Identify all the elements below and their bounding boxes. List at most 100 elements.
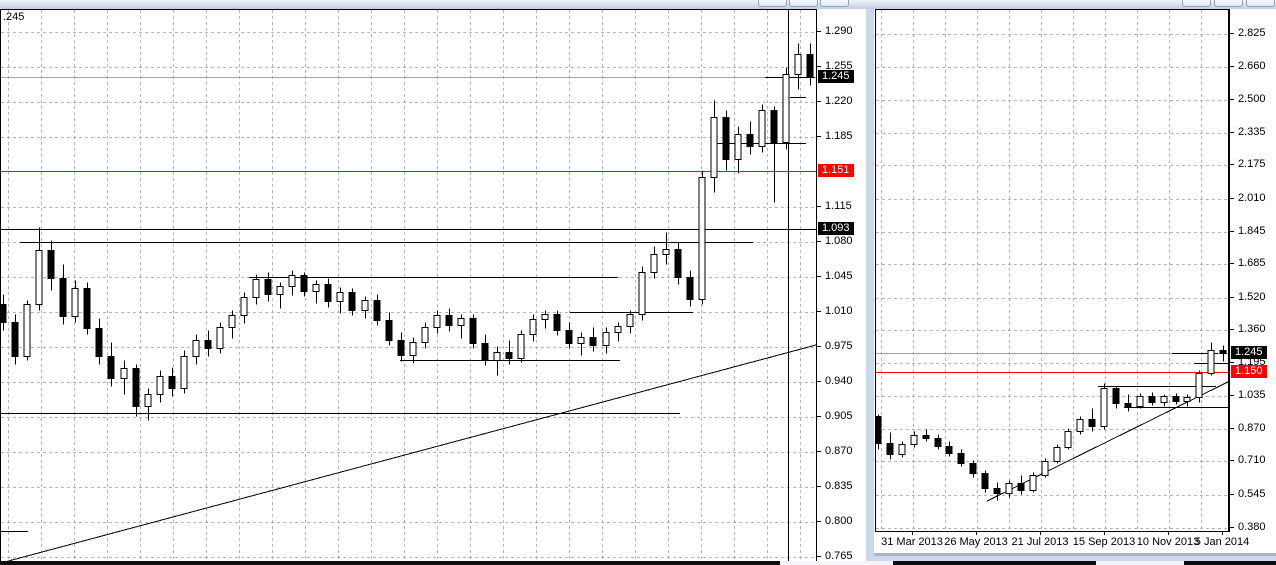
left-chart-plot[interactable]: .245 <box>0 9 816 561</box>
candlestick <box>457 318 465 326</box>
price-tick-label: 0.800 <box>825 515 853 527</box>
candlestick <box>1076 419 1084 432</box>
candlestick <box>1 304 7 323</box>
price-tick <box>817 241 821 242</box>
price-tick-label: 0.835 <box>825 480 853 492</box>
price-tick <box>817 486 821 487</box>
price-tick <box>817 101 821 102</box>
candlestick <box>373 300 381 321</box>
candlestick <box>577 337 585 344</box>
price-tick <box>1230 263 1234 264</box>
candlestick <box>180 356 188 389</box>
candlestick <box>276 286 284 295</box>
chart-window-right: 2.825 2.660 2.500 2.335 2.175 2.010 1.845 1.685… <box>874 9 1276 556</box>
price-tick <box>817 66 821 67</box>
price-tick-label: 0.380 <box>1238 521 1266 533</box>
price-tick-label: 1.185 <box>825 130 853 142</box>
candlestick <box>324 284 332 302</box>
candlestick <box>1017 483 1025 491</box>
price-badge: 1.151 <box>818 164 854 177</box>
candlestick <box>192 340 200 357</box>
price-tick-label: 2.825 <box>1238 27 1266 39</box>
date-tick <box>912 532 913 535</box>
price-tick <box>1230 33 1234 34</box>
restore-icon[interactable] <box>1214 0 1243 7</box>
candlestick <box>517 334 525 359</box>
candlestick <box>898 444 906 455</box>
candlestick <box>1219 350 1227 354</box>
candlestick <box>288 275 296 287</box>
price-tick-label: 2.335 <box>1238 126 1266 138</box>
price-tick <box>1230 99 1234 100</box>
candlestick <box>710 117 718 178</box>
candlestick <box>1005 483 1013 494</box>
candlestick <box>228 315 236 328</box>
price-tick-label: 1.080 <box>825 235 853 247</box>
date-tick-label: 15 Sep 2013 <box>1072 536 1136 548</box>
right-date-axis[interactable]: 31 Mar 2013 26 May 2013 21 Jul 2013 15 Sep … <box>875 532 1249 552</box>
candlestick <box>1183 397 1191 402</box>
candlestick <box>957 453 965 464</box>
candlestick <box>348 292 356 311</box>
candlestick <box>493 352 501 361</box>
taskbar-edge <box>0 561 1276 565</box>
candlestick <box>945 446 953 454</box>
price-tick-label: 1.290 <box>825 25 853 37</box>
right-price-axis[interactable]: 2.825 2.660 2.500 2.335 2.175 2.010 1.845 1.685… <box>1229 9 1276 533</box>
candlestick <box>469 318 477 344</box>
candlestick <box>1136 396 1144 407</box>
candlestick <box>59 278 67 317</box>
candlestick <box>553 314 561 331</box>
price-badge: 1.245 <box>1231 346 1267 359</box>
candlestick <box>734 134 742 160</box>
left-price-axis[interactable]: 1.290 1.255 1.220 1.185 1.115 1.080 1.045 1.010… <box>816 9 866 562</box>
candlestick <box>806 54 814 78</box>
date-tick-label: 5 Jan 2014 <box>1194 536 1250 548</box>
candlestick <box>397 340 405 356</box>
candlestick <box>638 272 646 315</box>
price-badge: 1.150 <box>1231 365 1267 378</box>
price-tick-label: 2.500 <box>1238 93 1266 105</box>
price-tick-label: 1.220 <box>825 95 853 107</box>
price-tick <box>817 276 821 277</box>
candlestick <box>505 352 513 359</box>
close-icon[interactable] <box>820 0 849 7</box>
candlestick <box>674 249 682 278</box>
candlestick <box>168 376 176 389</box>
price-tick <box>1230 297 1234 298</box>
price-tick <box>1230 527 1234 528</box>
taskbar-gap <box>780 561 893 565</box>
right-chart-plot[interactable] <box>875 9 1229 532</box>
minimize-icon[interactable] <box>1182 0 1211 7</box>
candlestick <box>144 394 152 407</box>
price-badge: 1.245 <box>818 70 854 83</box>
candlestick <box>264 279 272 295</box>
trendline[interactable] <box>1 344 816 561</box>
candlestick <box>1148 396 1156 403</box>
price-tick-label: 0.870 <box>825 445 853 457</box>
date-tick <box>976 532 977 535</box>
date-tick <box>1222 532 1223 535</box>
price-tick-label: 2.175 <box>1238 158 1266 170</box>
candlestick <box>886 443 894 455</box>
candlestick <box>686 277 694 300</box>
candlestick <box>11 322 19 357</box>
taskbar-gap <box>1096 561 1184 565</box>
candlestick <box>662 249 670 255</box>
candlestick <box>722 117 730 160</box>
minimize-icon[interactable] <box>758 0 787 7</box>
candlestick <box>910 435 918 445</box>
close-icon[interactable] <box>1246 0 1275 7</box>
candlestick <box>1112 388 1120 404</box>
price-tick-label: 2.660 <box>1238 60 1266 72</box>
candlestick <box>1160 396 1168 403</box>
window-gap <box>866 9 874 565</box>
candlestick <box>107 356 115 379</box>
restore-icon[interactable] <box>789 0 818 7</box>
price-tick <box>1230 231 1234 232</box>
price-tick <box>1230 329 1234 330</box>
candlestick <box>922 435 930 439</box>
chart-corner-label: .245 <box>3 11 25 23</box>
price-tick <box>817 416 821 417</box>
